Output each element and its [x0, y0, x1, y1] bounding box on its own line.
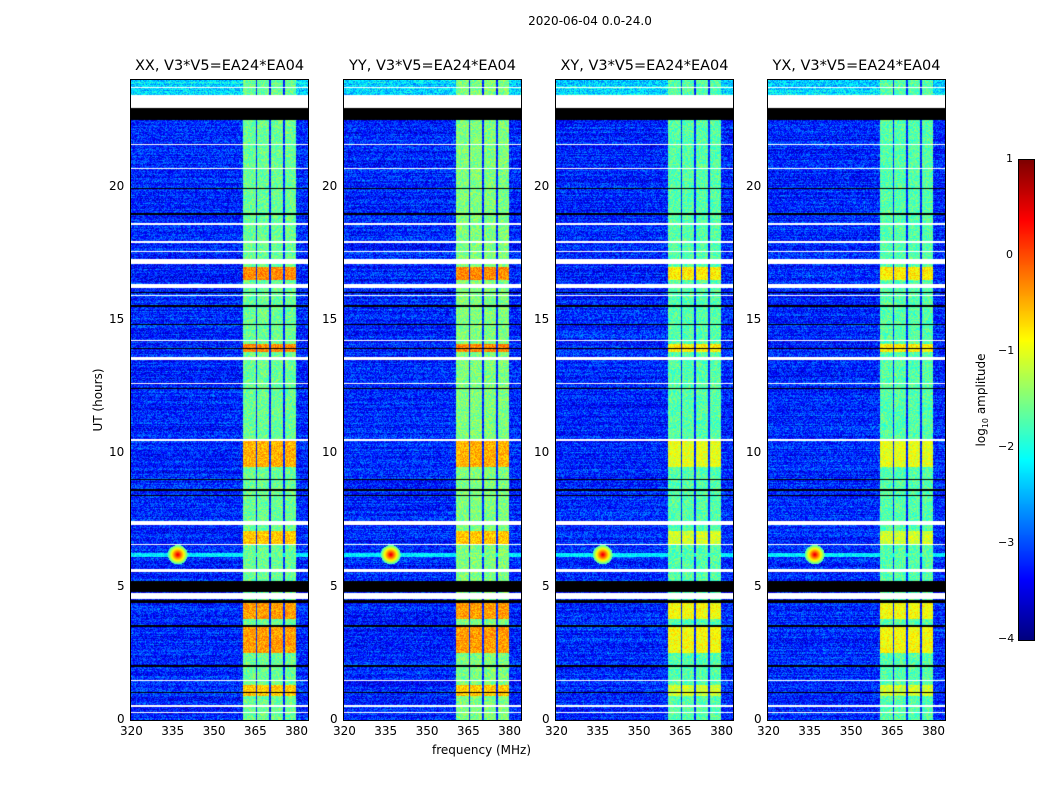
y-tick-label: 10 [109, 445, 125, 460]
colorbar-tick-label: 1 [1006, 152, 1013, 165]
y-tick-label: 5 [754, 578, 762, 593]
x-tick-label: 350 [202, 724, 226, 738]
x-tick-label: 380 [710, 724, 734, 738]
x-tick-label: 350 [415, 724, 439, 738]
panel-title: YY, V3*V5=EA24*EA04 [349, 58, 516, 74]
colorbar-label: log10 amplitude [973, 353, 991, 447]
y-tick-label: 5 [330, 578, 338, 593]
colorbar [1018, 159, 1035, 641]
y-tick-label: 15 [746, 312, 762, 326]
colorbar-tick-label: −1 [998, 344, 1015, 357]
colorbar-tick-label: −2 [998, 440, 1015, 453]
panel-title: XY, V3*V5=EA24*EA04 [560, 58, 729, 74]
y-tick-label: 10 [746, 445, 762, 460]
figure-title: 2020-06-04 0.0-24.0 [528, 14, 652, 28]
x-tick-label: 320 [120, 724, 143, 738]
y-tick-label: 15 [322, 312, 338, 326]
x-tick-label: 380 [498, 724, 522, 738]
y-tick-label: 15 [109, 312, 125, 326]
y-tick-label: 0 [330, 712, 338, 726]
x-tick-label: 335 [798, 724, 822, 738]
x-tick-label: 335 [586, 724, 610, 738]
x-tick-label: 365 [880, 724, 904, 738]
x-tick-label: 380 [285, 724, 309, 738]
panel-title: YX, V3*V5=EA24*EA04 [772, 58, 941, 74]
x-tick-label: 365 [668, 724, 692, 738]
y-tick-label: 20 [322, 178, 338, 193]
y-axis-label: UT (hours) [91, 368, 105, 432]
y-tick-label: 10 [322, 445, 338, 460]
x-tick-label: 365 [456, 724, 480, 738]
x-tick-label: 350 [839, 724, 863, 738]
x-tick-label: 320 [333, 724, 356, 738]
x-tick-label: 320 [545, 724, 568, 738]
x-tick-label: 350 [627, 724, 651, 738]
y-tick-label: 5 [542, 578, 550, 593]
y-tick-label: 20 [746, 178, 762, 193]
y-tick-label: 0 [754, 712, 762, 726]
y-tick-label: 15 [534, 312, 550, 326]
y-tick-label: 20 [109, 178, 125, 193]
y-tick-label: 20 [534, 178, 550, 193]
colorbar-tick-label: −3 [998, 536, 1015, 549]
y-tick-label: 0 [542, 712, 550, 726]
x-tick-label: 365 [243, 724, 267, 738]
y-tick-label: 0 [117, 712, 125, 726]
spectrogram-panel [767, 79, 946, 721]
x-tick-label: 320 [757, 724, 780, 738]
x-tick-label: 380 [922, 724, 946, 738]
y-tick-label: 10 [534, 445, 550, 460]
x-tick-label: 335 [161, 724, 185, 738]
spectrogram-panel [343, 79, 522, 721]
x-tick-label: 335 [374, 724, 398, 738]
spectrogram-panel [130, 79, 309, 721]
y-tick-label: 5 [117, 578, 125, 593]
spectrogram-panel [555, 79, 734, 721]
colorbar-tick-label: 0 [1006, 248, 1013, 261]
panel-title: XX, V3*V5=EA24*EA04 [134, 58, 305, 74]
colorbar-tick-label: −4 [998, 632, 1015, 645]
x-axis-label: frequency (MHz) [432, 743, 532, 757]
